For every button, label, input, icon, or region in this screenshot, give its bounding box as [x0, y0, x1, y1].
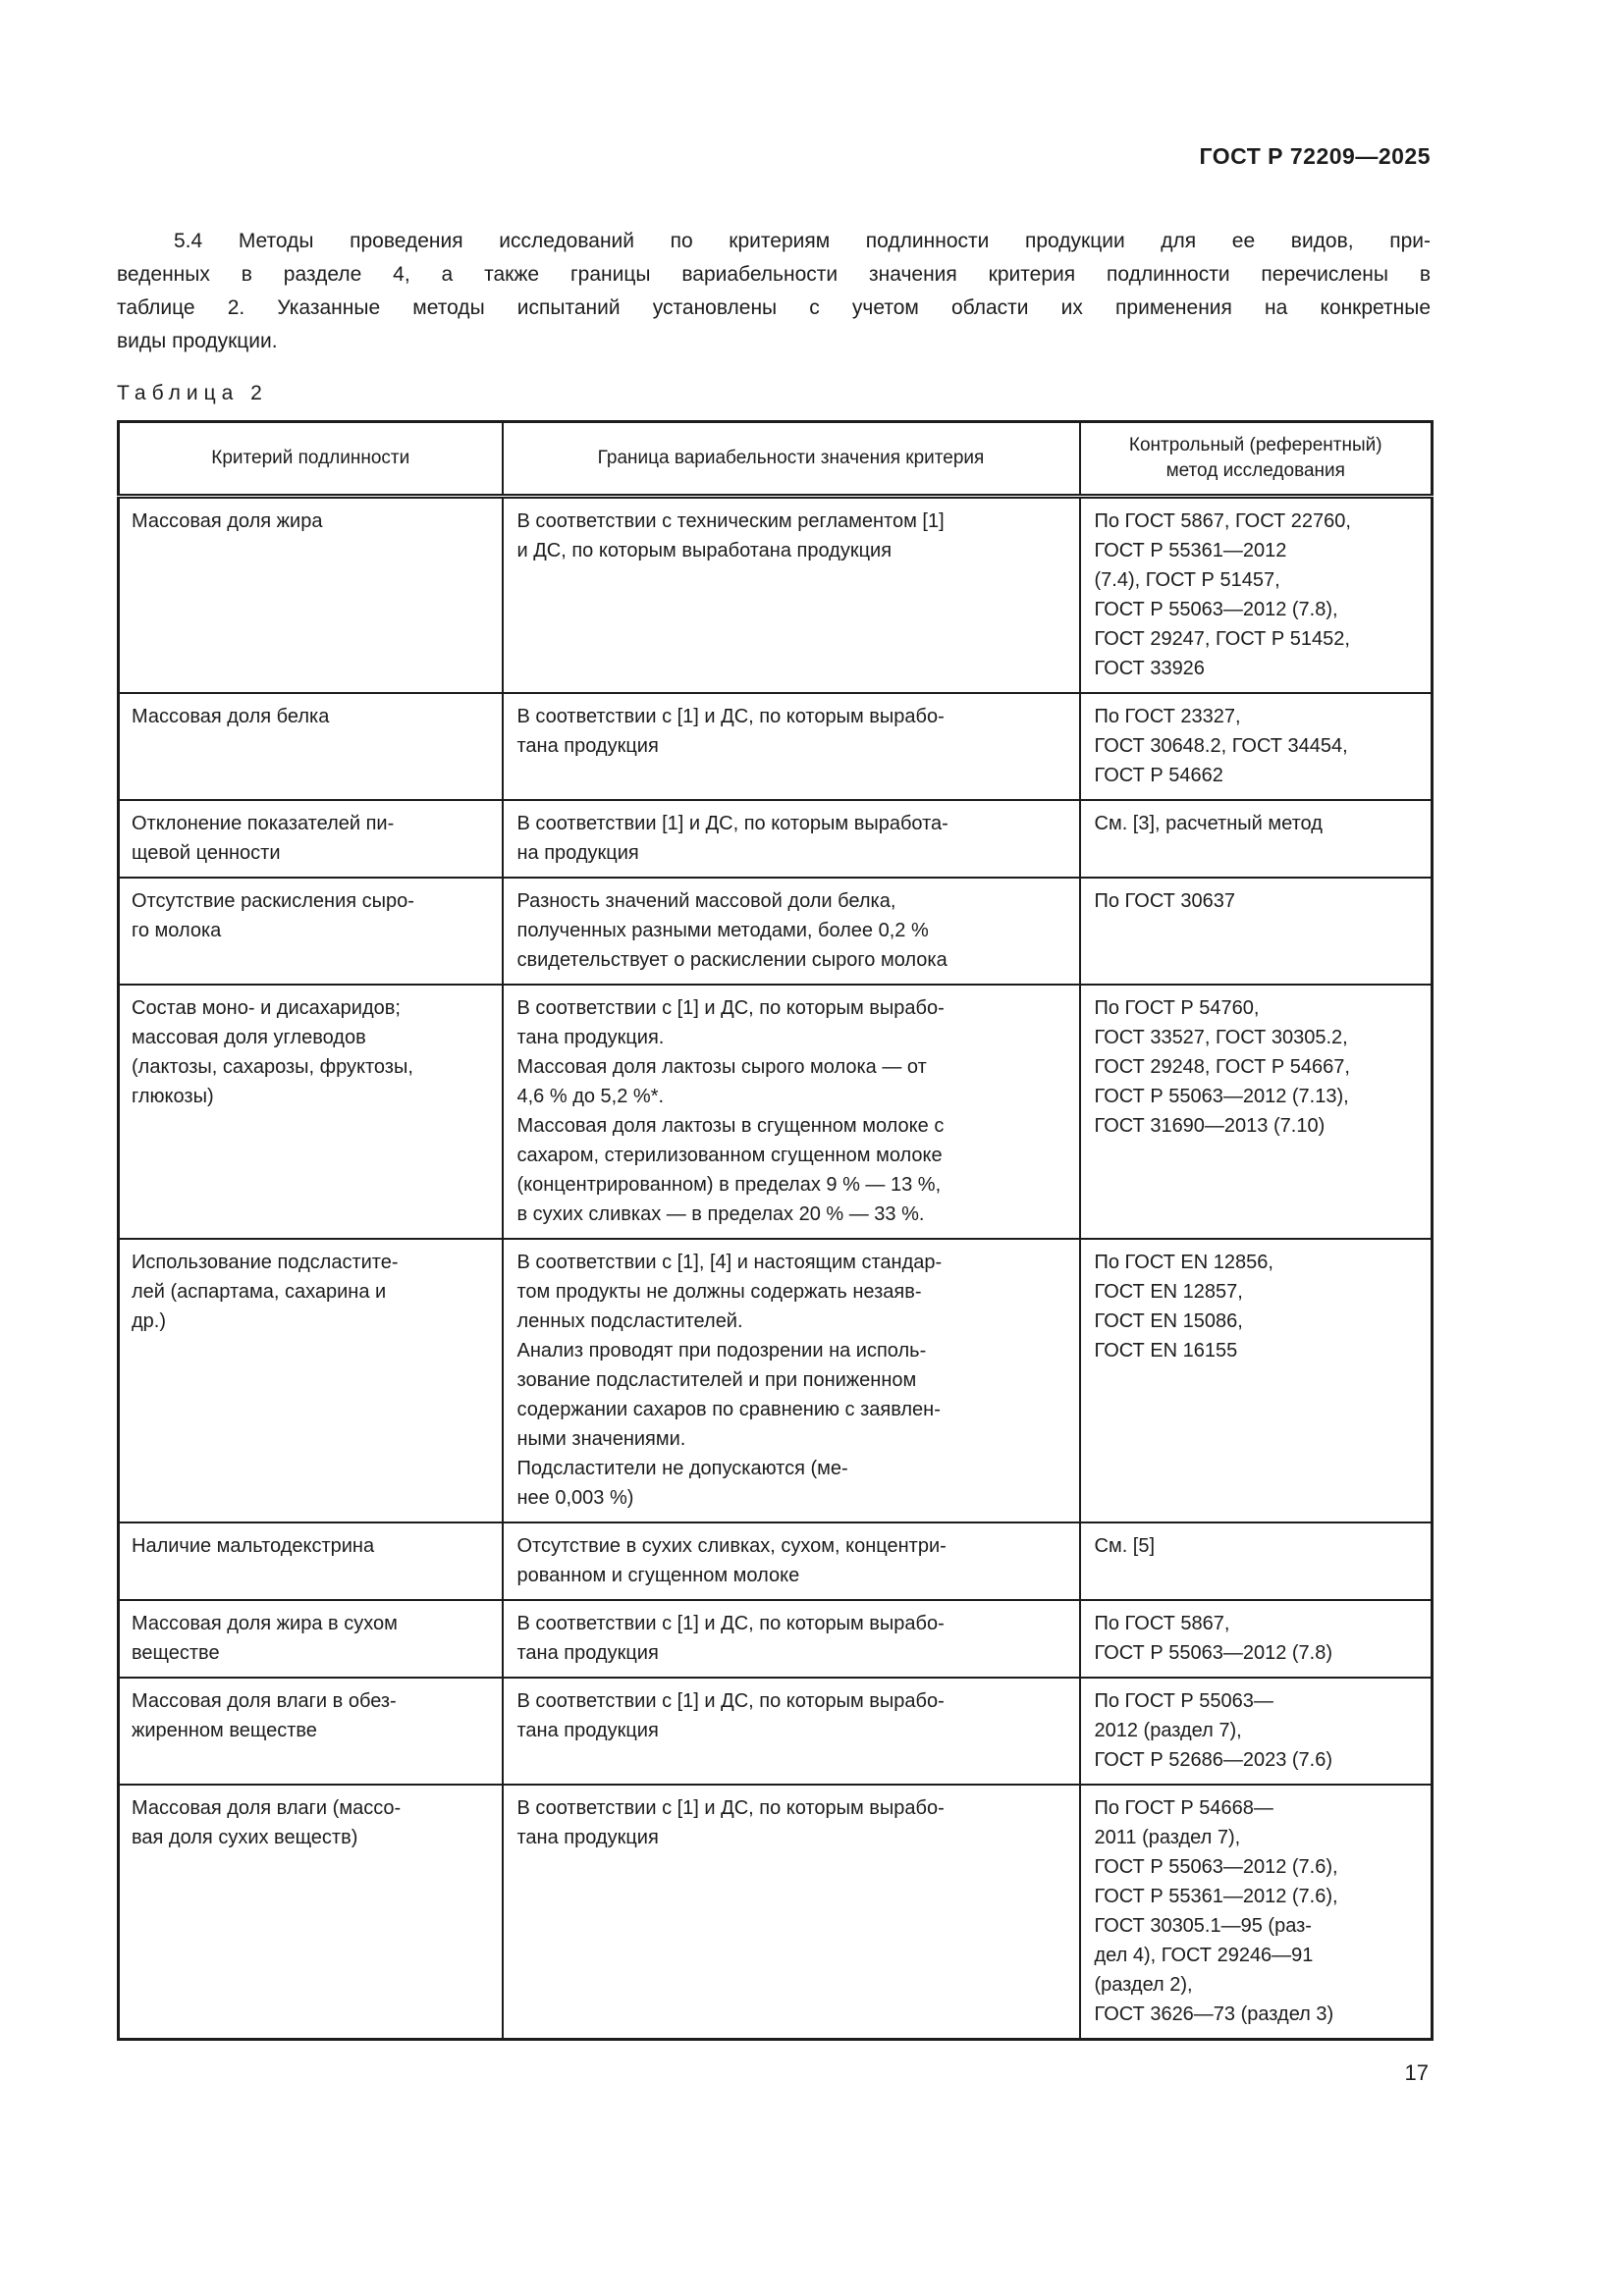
table-header-row: Критерий подлинности Граница вариабельно… — [117, 420, 1434, 499]
authenticity-criteria-table: Критерий подлинности Граница вариабельно… — [117, 420, 1434, 2041]
boundary-cell: В соответствии с [1], [4] и настоящим ст… — [501, 1238, 1081, 1523]
method-cell: По ГОСТ Р 54668— 2011 (раздел 7), ГОСТ Р… — [1078, 1784, 1434, 2041]
criterion-cell: Отклонение показателей пи- щевой ценност… — [117, 799, 504, 879]
criterion-cell: Массовая доля влаги в обез- жиренном вещ… — [117, 1677, 504, 1786]
criterion-cell: Отсутствие раскисления сыро- го молока — [117, 877, 504, 986]
method-cell: См. [3], расчетный метод — [1078, 799, 1434, 879]
boundary-cell: В соответствии [1] и ДС, по которым выра… — [501, 799, 1081, 879]
column-header-method: Контрольный (референтный) метод исследов… — [1078, 420, 1434, 499]
column-header-criterion: Критерий подлинности — [117, 420, 504, 499]
boundary-cell: Отсутствие в сухих сливках, сухом, конце… — [501, 1522, 1081, 1601]
method-cell: По ГОСТ 30637 — [1078, 877, 1434, 986]
table-row: Массовая доля жира в сухом веществе В со… — [117, 1599, 1434, 1679]
method-cell: По ГОСТ 23327, ГОСТ 30648.2, ГОСТ 34454,… — [1078, 692, 1434, 801]
table-row: Массовая доля жира В соответствии с техн… — [117, 495, 1434, 694]
boundary-cell: В соответствии с [1] и ДС, по которым вы… — [501, 1784, 1081, 2041]
method-cell: По ГОСТ Р 55063— 2012 (раздел 7), ГОСТ Р… — [1078, 1677, 1434, 1786]
boundary-cell: В соответствии с техническим регламентом… — [501, 495, 1081, 694]
criterion-cell: Массовая доля жира — [117, 495, 504, 694]
paragraph-line: 5.4 Методы проведения исследований по кр… — [174, 230, 1431, 252]
column-header-boundary: Граница вариабельности значения критерия — [501, 420, 1081, 499]
table-row: Использование подсластите- лей (аспартам… — [117, 1238, 1434, 1523]
method-cell: По ГОСТ EN 12856, ГОСТ EN 12857, ГОСТ EN… — [1078, 1238, 1434, 1523]
boundary-cell: В соответствии с [1] и ДС, по которым вы… — [501, 1599, 1081, 1679]
method-cell: См. [5] — [1078, 1522, 1434, 1601]
table-row: Состав моно- и дисахаридов; массовая дол… — [117, 984, 1434, 1240]
table-row: Наличие мальтодекстрина Отсутствие в сух… — [117, 1522, 1434, 1601]
paragraph-line: таблице 2. Указанные методы испытаний ус… — [117, 296, 1431, 319]
page-number: 17 — [1404, 2060, 1429, 2085]
boundary-cell: В соответствии с [1] и ДС, по которым вы… — [501, 1677, 1081, 1786]
criterion-cell: Состав моно- и дисахаридов; массовая дол… — [117, 984, 504, 1240]
method-cell: По ГОСТ 5867, ГОСТ Р 55063—2012 (7.8) — [1078, 1599, 1434, 1679]
table-label: Таблица 2 — [117, 382, 268, 404]
page-content: ГОСТ Р 72209—2025 5.4 Методы проведения … — [117, 0, 1434, 2086]
criterion-cell: Массовая доля влаги (массо- вая доля сух… — [117, 1784, 504, 2041]
table-row: Отсутствие раскисления сыро- го молока Р… — [117, 877, 1434, 986]
table-row: Массовая доля белка В соответствии с [1]… — [117, 692, 1434, 801]
boundary-cell: В соответствии с [1] и ДС, по которым вы… — [501, 692, 1081, 801]
criterion-cell: Использование подсластите- лей (аспартам… — [117, 1238, 504, 1523]
method-cell: По ГОСТ 5867, ГОСТ 22760, ГОСТ Р 55361—2… — [1078, 495, 1434, 694]
page-header-doc-code: ГОСТ Р 72209—2025 — [1199, 143, 1431, 169]
table-row: Отклонение показателей пи- щевой ценност… — [117, 799, 1434, 879]
table-row: Массовая доля влаги в обез- жиренном вещ… — [117, 1677, 1434, 1786]
boundary-cell: Разность значений массовой доли белка, п… — [501, 877, 1081, 986]
boundary-cell: В соответствии с [1] и ДС, по которым вы… — [501, 984, 1081, 1240]
paragraph-line: веденных в разделе 4, а также границы ва… — [117, 263, 1431, 286]
criterion-cell: Массовая доля жира в сухом веществе — [117, 1599, 504, 1679]
criterion-cell: Массовая доля белка — [117, 692, 504, 801]
paragraph-line: виды продукции. — [117, 330, 278, 352]
method-cell: По ГОСТ Р 54760, ГОСТ 33527, ГОСТ 30305.… — [1078, 984, 1434, 1240]
table-row: Массовая доля влаги (массо- вая доля сух… — [117, 1784, 1434, 2041]
paragraph-5-4: 5.4 Методы проведения исследований по кр… — [117, 225, 1431, 358]
criterion-cell: Наличие мальтодекстрина — [117, 1522, 504, 1601]
